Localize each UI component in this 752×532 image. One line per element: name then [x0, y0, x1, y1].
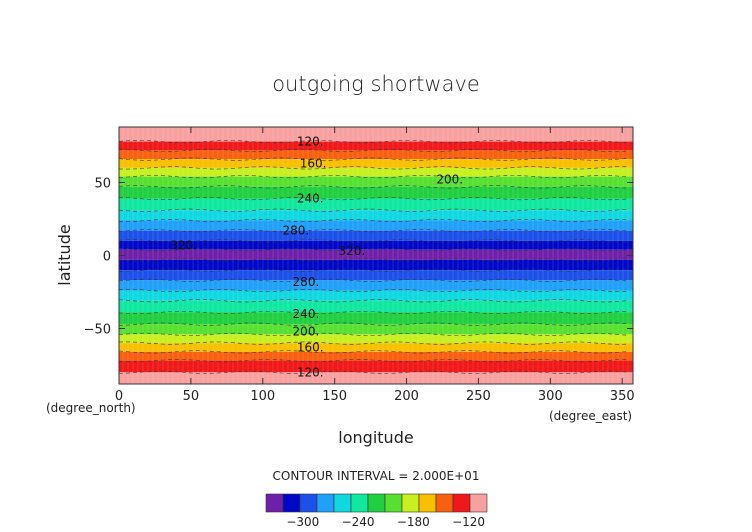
contour-label: 240.	[293, 307, 320, 321]
contour-label: 240.	[297, 192, 324, 206]
contour-label: 320.	[339, 244, 366, 258]
contour-line	[118, 197, 630, 201]
colorbar-tick-label: −300	[286, 515, 319, 529]
colorbar-swatch	[333, 493, 352, 513]
contour-line	[118, 175, 630, 179]
colorbar-swatch	[469, 493, 488, 513]
plot-area: 120. 160. 200. 240. 280. 320. 320. 280. 240. 200.…	[84, 126, 635, 404]
contour-label: 120.	[297, 135, 324, 149]
contour-band	[119, 343, 633, 352]
contour-line	[119, 268, 630, 272]
contour-interval-text: CONTOUR INTERVAL = 2.000E+01	[273, 469, 480, 483]
contour-line	[118, 350, 630, 354]
contour-band	[119, 351, 633, 361]
contour-band	[119, 230, 633, 241]
contour-label: 160.	[297, 340, 324, 354]
contour-band	[119, 141, 633, 151]
contour-band	[119, 127, 633, 142]
contour-band	[119, 249, 633, 260]
contour-line	[118, 248, 630, 252]
x-tick-label: 200	[394, 389, 419, 404]
contour-band	[119, 290, 633, 301]
contour-label: 320.	[170, 238, 197, 252]
contour-line	[118, 299, 630, 303]
colorbar-tick-label: −240	[342, 515, 375, 529]
contour-line	[118, 289, 630, 293]
contour-label: 200.	[436, 173, 463, 187]
contour-label: 280.	[282, 224, 309, 238]
x-tick-label: 350	[610, 389, 635, 404]
x-tick-label: 150	[322, 389, 347, 404]
contour-line	[118, 239, 629, 243]
contour-band	[119, 334, 633, 344]
colorbar-swatch	[282, 493, 301, 513]
y-tick-label: 50	[94, 176, 111, 191]
contour-line	[118, 140, 630, 144]
contour-line	[118, 157, 630, 161]
x-axis-label: longitude	[338, 428, 413, 447]
contour-band	[119, 150, 633, 160]
colorbar-swatch	[299, 493, 318, 513]
contour-band	[119, 324, 633, 335]
colorbar-swatch	[265, 493, 284, 513]
contour-line	[118, 219, 630, 223]
contour-line	[118, 370, 630, 374]
colorbar-tick-label: −120	[452, 515, 485, 529]
contour-band	[119, 220, 633, 231]
contour-line	[118, 229, 630, 233]
contour-band	[119, 300, 633, 313]
y-tick-label: −50	[84, 323, 111, 338]
contour-band	[119, 259, 633, 271]
contour-band	[119, 372, 633, 384]
chart-title: outgoing shortwave	[272, 72, 480, 96]
x-tick-label: 100	[250, 389, 275, 404]
contour-label: 200.	[293, 324, 320, 338]
contour-band	[119, 360, 633, 373]
contour-band	[119, 270, 633, 281]
contour-band	[119, 198, 633, 211]
x-tick-label: 50	[183, 389, 200, 404]
contour-line	[118, 322, 630, 326]
y-axis-label: latitude	[55, 224, 74, 285]
contour-line	[118, 185, 630, 189]
colorbar-swatch	[435, 493, 454, 513]
contour-band	[119, 176, 633, 187]
colorbar-tick-label: −180	[397, 515, 430, 529]
y-axis-units: (degree_north)	[46, 401, 136, 415]
contour-band	[119, 210, 633, 221]
x-tick-label: 300	[538, 389, 563, 404]
contour-line	[118, 311, 630, 314]
contour-label: 160.	[300, 157, 327, 171]
colorbar-swatch	[452, 493, 471, 513]
x-axis-units: (degree_east)	[549, 409, 632, 423]
contour-band	[119, 312, 633, 325]
colorbar-swatch	[350, 493, 369, 513]
contour-band	[119, 159, 633, 168]
contour-band	[119, 167, 633, 177]
contour-line	[118, 332, 630, 336]
contour-line	[118, 258, 630, 262]
x-tick-label: 0	[115, 389, 123, 404]
contour-band	[119, 186, 633, 199]
x-tick-label: 250	[466, 389, 491, 404]
contour-band	[119, 240, 633, 250]
colorbar-swatch	[418, 493, 437, 513]
colorbar-swatch	[367, 493, 386, 513]
colorbar-swatch	[384, 493, 403, 513]
y-tick-label: 0	[103, 250, 111, 265]
contour-line	[118, 341, 630, 345]
contour-line	[118, 278, 630, 282]
colorbar-swatch	[401, 493, 420, 513]
contour-line	[118, 359, 630, 363]
colorbar-legend: −300 −240 −180 −120	[265, 493, 488, 529]
colorbar-swatch	[316, 493, 335, 513]
contour-line	[118, 166, 630, 170]
contour-line	[119, 148, 630, 152]
contour-line	[118, 208, 630, 212]
contour-label: 280.	[293, 275, 320, 289]
contour-label: 120.	[297, 365, 324, 379]
contour-band	[119, 280, 633, 291]
